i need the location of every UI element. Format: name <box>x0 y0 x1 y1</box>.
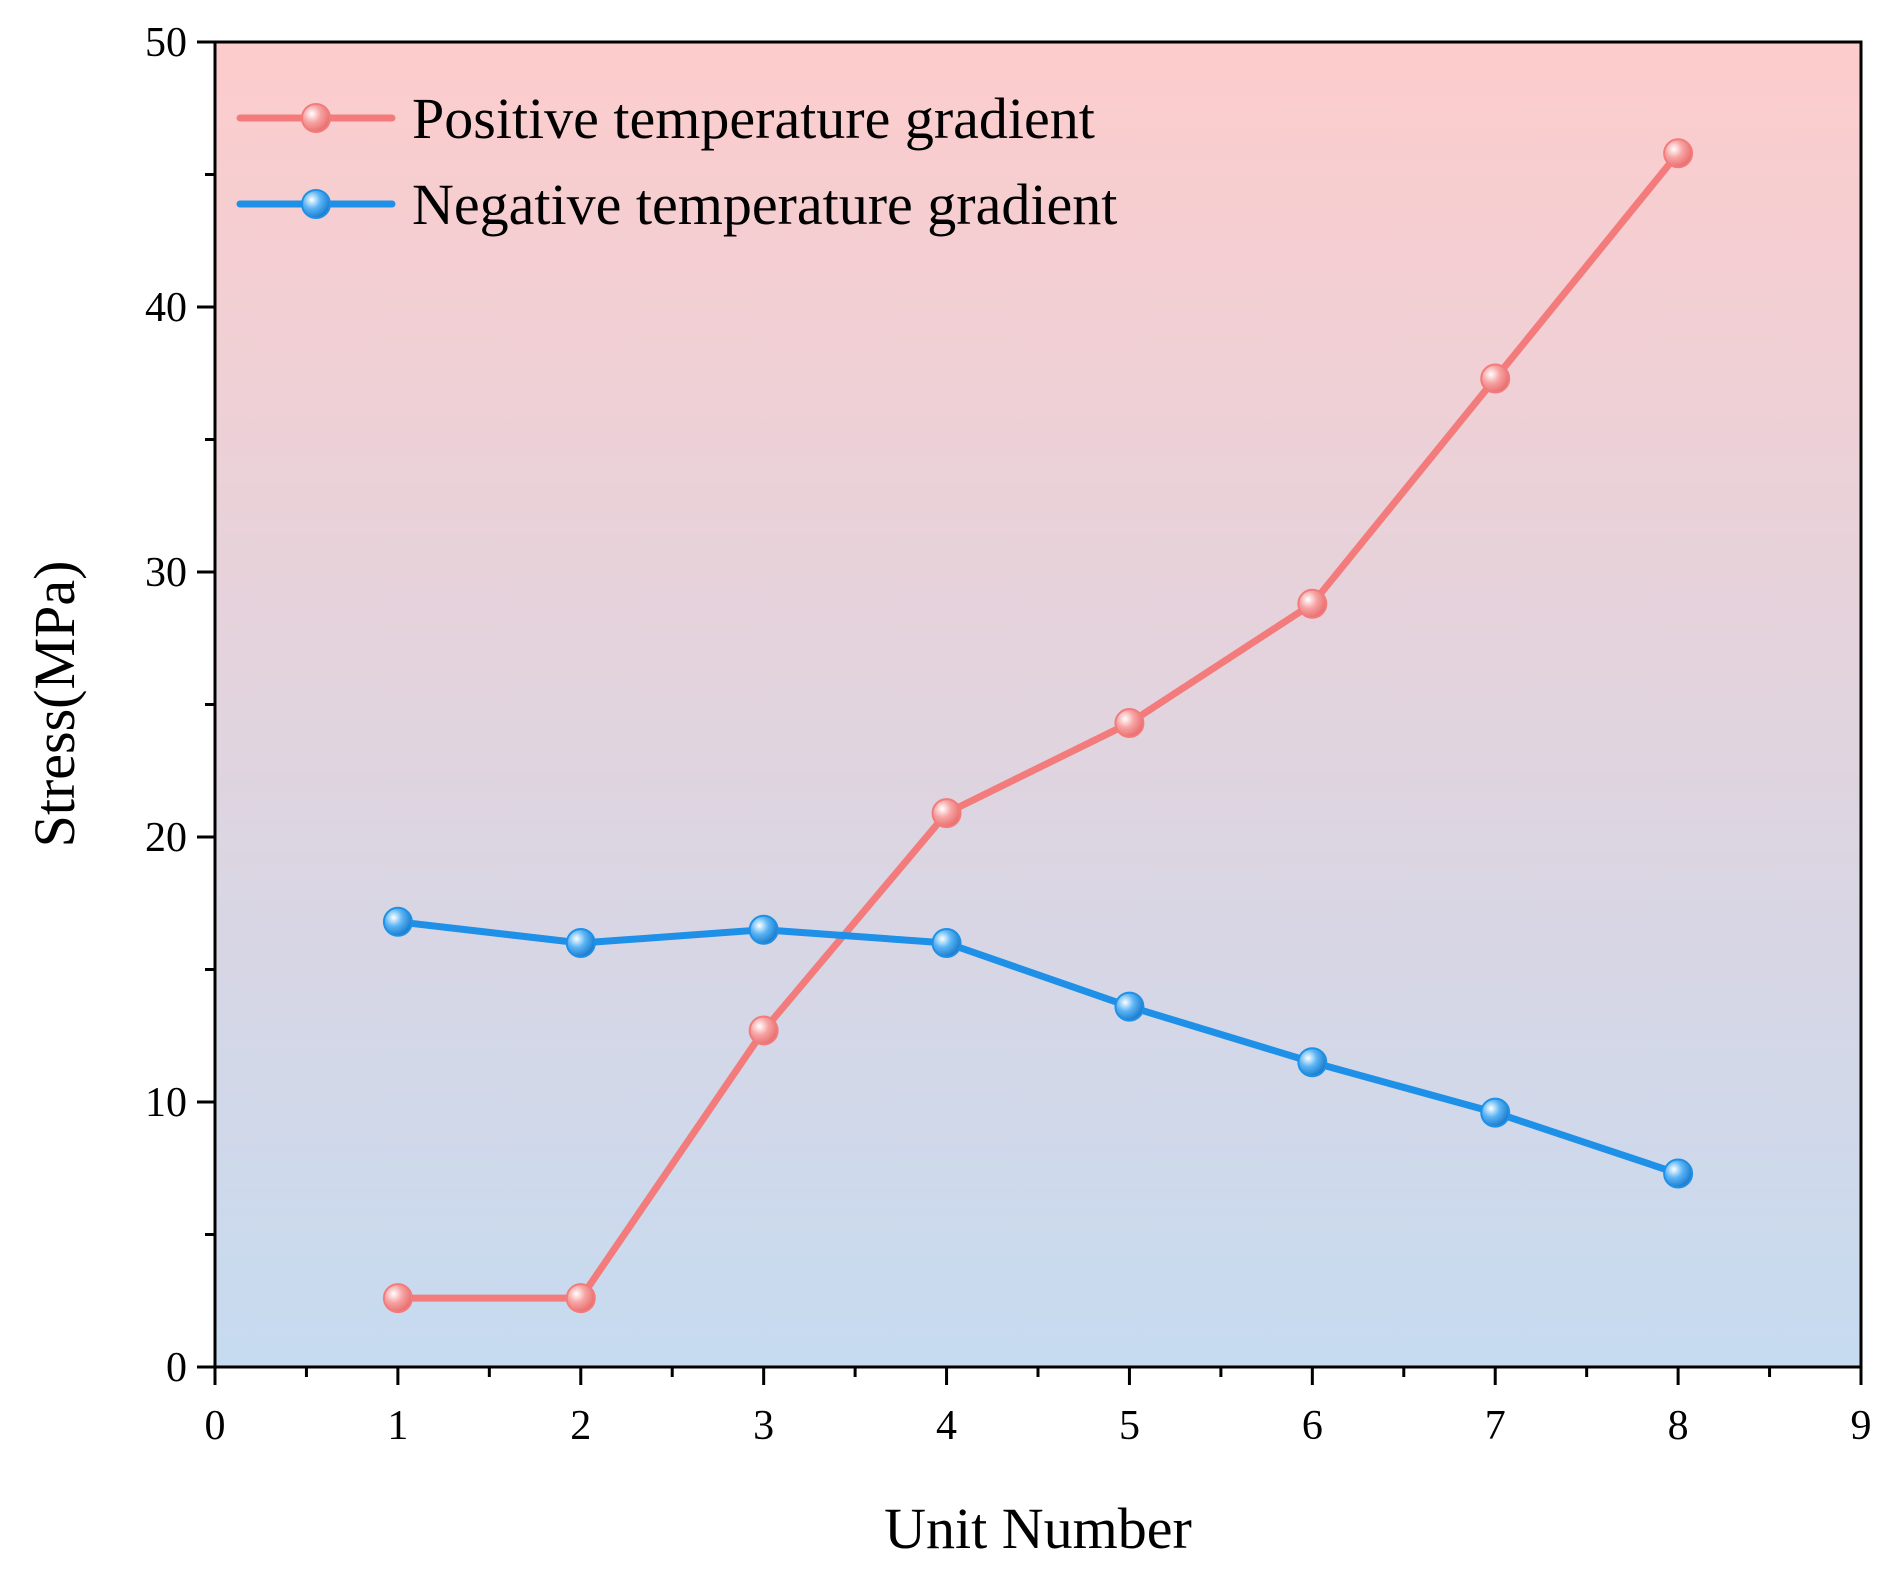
x-tick-label: 0 <box>205 1403 226 1449</box>
data-point <box>1480 363 1511 394</box>
y-tick-label: 50 <box>145 20 187 66</box>
plot-background <box>215 42 1861 1367</box>
y-tick-label: 30 <box>145 550 187 596</box>
x-tick-label: 4 <box>936 1403 957 1449</box>
data-point <box>565 928 596 958</box>
data-point <box>931 798 962 829</box>
data-point <box>1114 991 1145 1022</box>
y-axis-ticks: 0 10 20 30 40 50 <box>145 20 215 1391</box>
data-point <box>382 906 413 937</box>
legend-label: Negative temperature gradient <box>412 172 1117 237</box>
data-point <box>748 914 779 945</box>
x-axis-title: Unit Number <box>884 1496 1192 1561</box>
series-positive <box>382 138 1694 1314</box>
legend-label: Positive temperature gradient <box>412 86 1095 151</box>
y-tick-label: 20 <box>145 815 187 861</box>
legend-marker <box>301 103 331 133</box>
x-axis-ticks: 0 1 2 3 4 5 6 7 8 9 <box>205 1367 1872 1449</box>
x-tick-label: 6 <box>1302 1403 1323 1449</box>
series-line <box>394 149 1682 1302</box>
data-point <box>565 1283 596 1314</box>
data-point <box>1297 588 1328 619</box>
data-point <box>1297 1047 1328 1078</box>
x-tick-label: 2 <box>570 1403 591 1449</box>
data-point <box>1480 1097 1511 1128</box>
data-point <box>1663 138 1694 169</box>
series-negative <box>382 906 1694 1189</box>
data-point <box>382 1283 413 1314</box>
legend: Positive temperature gradient Negative te… <box>236 86 1117 237</box>
y-tick-label: 40 <box>145 285 187 331</box>
x-tick-label: 5 <box>1119 1403 1140 1449</box>
x-tick-label: 3 <box>753 1403 774 1449</box>
y-tick-label: 0 <box>166 1345 187 1391</box>
data-point <box>931 928 962 958</box>
series-line <box>394 918 1682 1178</box>
x-tick-label: 9 <box>1851 1403 1872 1449</box>
data-point <box>1663 1158 1694 1189</box>
data-point <box>748 1015 779 1046</box>
y-axis-title: Stress(MPa) <box>22 561 87 848</box>
legend-marker <box>301 189 331 219</box>
x-tick-label: 7 <box>1485 1403 1506 1449</box>
x-tick-label: 1 <box>387 1403 408 1449</box>
data-point <box>1114 708 1145 739</box>
y-tick-label: 10 <box>145 1080 187 1126</box>
series-layer <box>382 138 1694 1314</box>
x-tick-label: 8 <box>1668 1403 1689 1449</box>
